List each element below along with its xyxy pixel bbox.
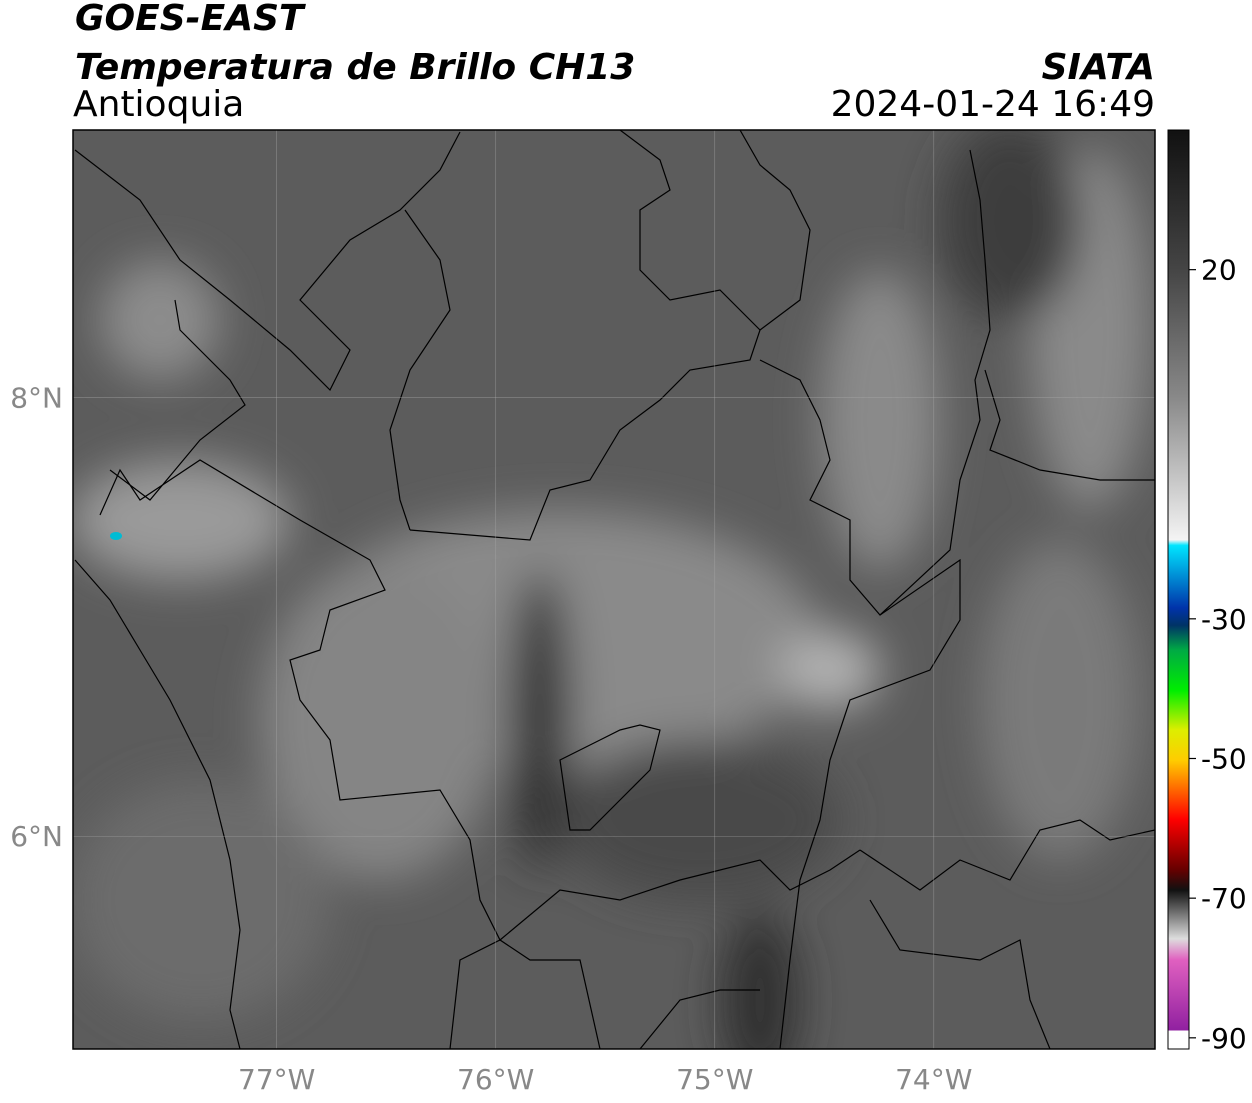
title: GOES-EAST bbox=[75, 0, 306, 39]
region: Antioquia bbox=[73, 84, 244, 125]
x-tick-label: 75°W bbox=[676, 1063, 753, 1096]
colorbar-tick-label: -70 bbox=[1201, 882, 1247, 915]
source: SIATA bbox=[1042, 47, 1155, 88]
x-tick-label: 74°W bbox=[895, 1063, 972, 1096]
map-frame bbox=[72, 129, 1156, 1050]
colorbar-tick-label: 20 bbox=[1201, 254, 1237, 287]
grid bbox=[73, 130, 1155, 1049]
y-tick-label: 6°N bbox=[10, 820, 63, 853]
satellite-image bbox=[73, 130, 1155, 1049]
datetime: 2024-01-24 16:49 bbox=[831, 84, 1155, 125]
subtitle: Temperatura de Brillo CH13 bbox=[75, 47, 635, 88]
colorbar-tick-label: -90 bbox=[1201, 1022, 1247, 1055]
colorbar-tick-label: -50 bbox=[1201, 742, 1247, 775]
x-tick-label: 77°W bbox=[238, 1063, 315, 1096]
colorbar-tick-label: -30 bbox=[1201, 603, 1247, 636]
x-tick-label: 76°W bbox=[457, 1063, 534, 1096]
y-tick-label: 8°N bbox=[10, 382, 63, 415]
colorbar bbox=[1167, 129, 1190, 1050]
